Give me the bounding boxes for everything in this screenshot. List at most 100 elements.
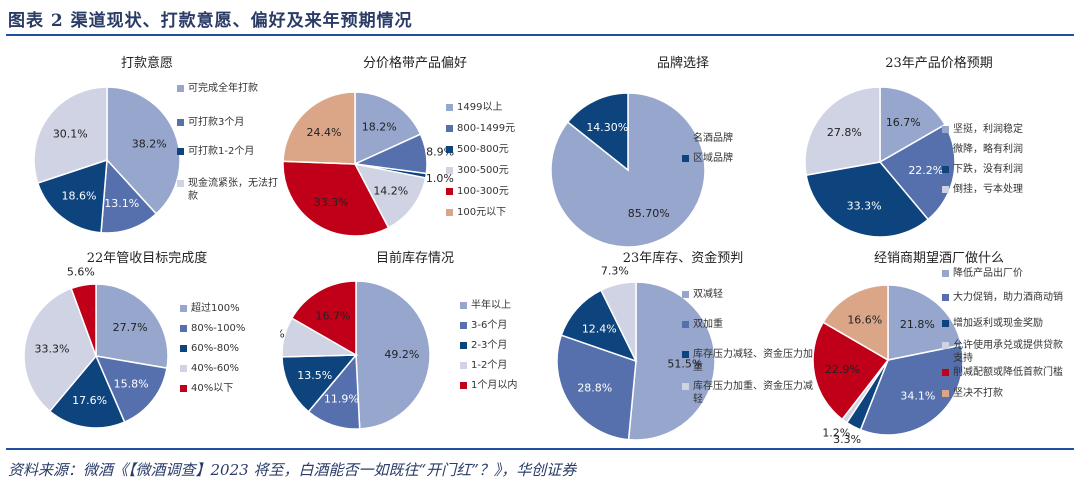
legend-swatch [180, 325, 187, 332]
pie-slice [95, 283, 169, 370]
chart-panel: 目前库存情况 49.2% 11.9% 13.5% 8.7% 16.7% 半年以上 3-6个月 2… [280, 243, 550, 448]
pie-slice [282, 91, 356, 165]
chart-title: 分价格带产品偏好 [362, 56, 467, 71]
chart-title: 经销商期望酒厂做什么 [873, 251, 1004, 266]
legend-swatch [446, 125, 453, 132]
slice-label: 51.5% [667, 357, 702, 370]
legend-swatch [180, 365, 187, 372]
legend-label: 可打款3个月 [188, 117, 245, 128]
legend-label: 100-300元 [457, 186, 509, 197]
slice-label: 18.6% [62, 190, 97, 203]
pie-chart: 16.7% 22.2% 33.3% 27.8% [804, 86, 956, 238]
legend-label: 双减轻 [693, 289, 723, 300]
legend-swatch [180, 345, 187, 352]
legend-swatch [460, 362, 467, 369]
slice-label: 16.6% [847, 314, 882, 327]
legend-swatch [682, 155, 689, 162]
legend-swatch [177, 85, 184, 92]
legend-swatch [446, 209, 453, 216]
legend-label: 倒挂，亏本处理 [953, 184, 1023, 195]
footer-rule [6, 448, 1074, 450]
chart-title: 打款意愿 [120, 56, 173, 71]
legend-label: 坚决不打款 [953, 388, 1003, 399]
source-note: 资料来源：微酒《【微酒调查】2023 将至，白酒能否一如既往“开门红”？》，华创… [8, 461, 577, 479]
slice-label: 33.3% [847, 200, 882, 213]
legend-swatch [682, 321, 689, 328]
legend-swatch [460, 342, 467, 349]
slice-label: 5.6% [67, 265, 95, 278]
legend-swatch [446, 104, 453, 111]
legend-label: 1个月以内 [471, 380, 518, 391]
legend-swatch [177, 148, 184, 155]
legend-label: 微降，略有利润 [953, 144, 1023, 155]
legend-label: 坚挺，利润稳定 [953, 124, 1023, 135]
legend-swatch [942, 146, 949, 153]
pie-chart: 85.70% 14.30% [550, 92, 706, 248]
legend-swatch [682, 383, 689, 390]
slice-label: 22.9% [825, 363, 860, 376]
slice-label: 27.8% [827, 126, 862, 139]
pie-chart: 21.8% 34.1% 3.3%1.2% 22.9% 16.6% [812, 284, 964, 446]
legend-label: 大力促销，助力酒商动销 [953, 292, 1063, 303]
slice-label: 13.1% [104, 197, 139, 210]
legend-swatch [177, 180, 184, 187]
legend-swatch [682, 135, 689, 142]
legend-label: 允许使用承兑或提供贷款支持 [953, 340, 1063, 364]
slice-label: 24.4% [307, 126, 342, 139]
slice-label: 16.7% [886, 116, 921, 129]
legend-label: 库存压力减轻、资金压力加重 [693, 349, 813, 373]
chart-title: 23年库存、资金预判 [622, 251, 744, 266]
legend-label: 双加重 [693, 319, 723, 330]
pie-slice [94, 355, 168, 424]
legend-label: 可打款1-2个月 [188, 146, 255, 157]
slice-label: 34.1% [900, 390, 935, 403]
pie-slice [100, 158, 158, 234]
slice-label: 3.3% [833, 433, 861, 446]
slice-label: 17.6% [72, 394, 107, 407]
legend-label: 300-500元 [457, 165, 509, 176]
pie-chart: 27.7% 15.8% 17.6% 33.3% 5.6% [23, 265, 169, 429]
pie-slice [804, 86, 881, 176]
legend-label: 60%-80% [191, 343, 240, 354]
legend-label: 40%-60% [191, 363, 240, 374]
legend-swatch [942, 369, 949, 376]
pie-slice [805, 161, 930, 238]
pie-slice [281, 354, 358, 413]
pie-slice [887, 284, 963, 361]
slice-label: 38.2% [132, 138, 167, 151]
pie-slice [560, 289, 638, 363]
slice-label: 27.7% [113, 321, 148, 334]
legend-swatch [180, 305, 187, 312]
slice-label: 30.1% [53, 128, 88, 141]
pie-slice [33, 86, 108, 184]
legend-label: 降低产品出厂价 [953, 268, 1023, 279]
slice-label: 28.8% [577, 382, 612, 395]
pie-slice [106, 86, 181, 215]
legend-label: 名酒品牌 [693, 133, 733, 144]
pie-slice [290, 280, 357, 357]
legend-label: 1499以上 [457, 102, 503, 113]
pie-slice [550, 92, 706, 248]
legend-swatch [942, 320, 949, 327]
legend-label: 可完成全年打款 [188, 83, 258, 94]
pie-slice [859, 344, 964, 436]
figure-header: 图表 2 渠道现状、打款意愿、偏好及来年预期情况 [6, 4, 1074, 36]
slice-label: 21.8% [900, 318, 935, 331]
legend-label: 500-800元 [457, 144, 509, 155]
pie-slice [556, 334, 637, 441]
legend-swatch [682, 291, 689, 298]
slice-label: 1.0% [426, 172, 454, 185]
chart-panel: 23年库存、资金预判 51.5% 28.8% 12.4% 7.3% 双减轻 双加重 库存压力减… [548, 243, 818, 448]
pie-chart: 49.2% 11.9% 13.5% 8.7% 16.7% [280, 280, 431, 430]
legend-label: 削减配额或降低首款门槛 [953, 367, 1063, 378]
slice-label: 12.4% [582, 323, 617, 336]
legend-label: 40%以下 [191, 383, 234, 394]
chart-panel: 经销商期望酒厂做什么 21.8% 34.1% 3.3% 1.2% 22.9% 16.6% 降低… [804, 243, 1074, 448]
legend-swatch [180, 385, 187, 392]
legend-label: 超过100% [191, 303, 240, 314]
legend-swatch [942, 294, 949, 301]
slice-label: 22.2% [908, 164, 943, 177]
pie-slice [354, 91, 422, 166]
slice-label: 13.5% [297, 369, 332, 382]
pie-slice [353, 162, 427, 229]
